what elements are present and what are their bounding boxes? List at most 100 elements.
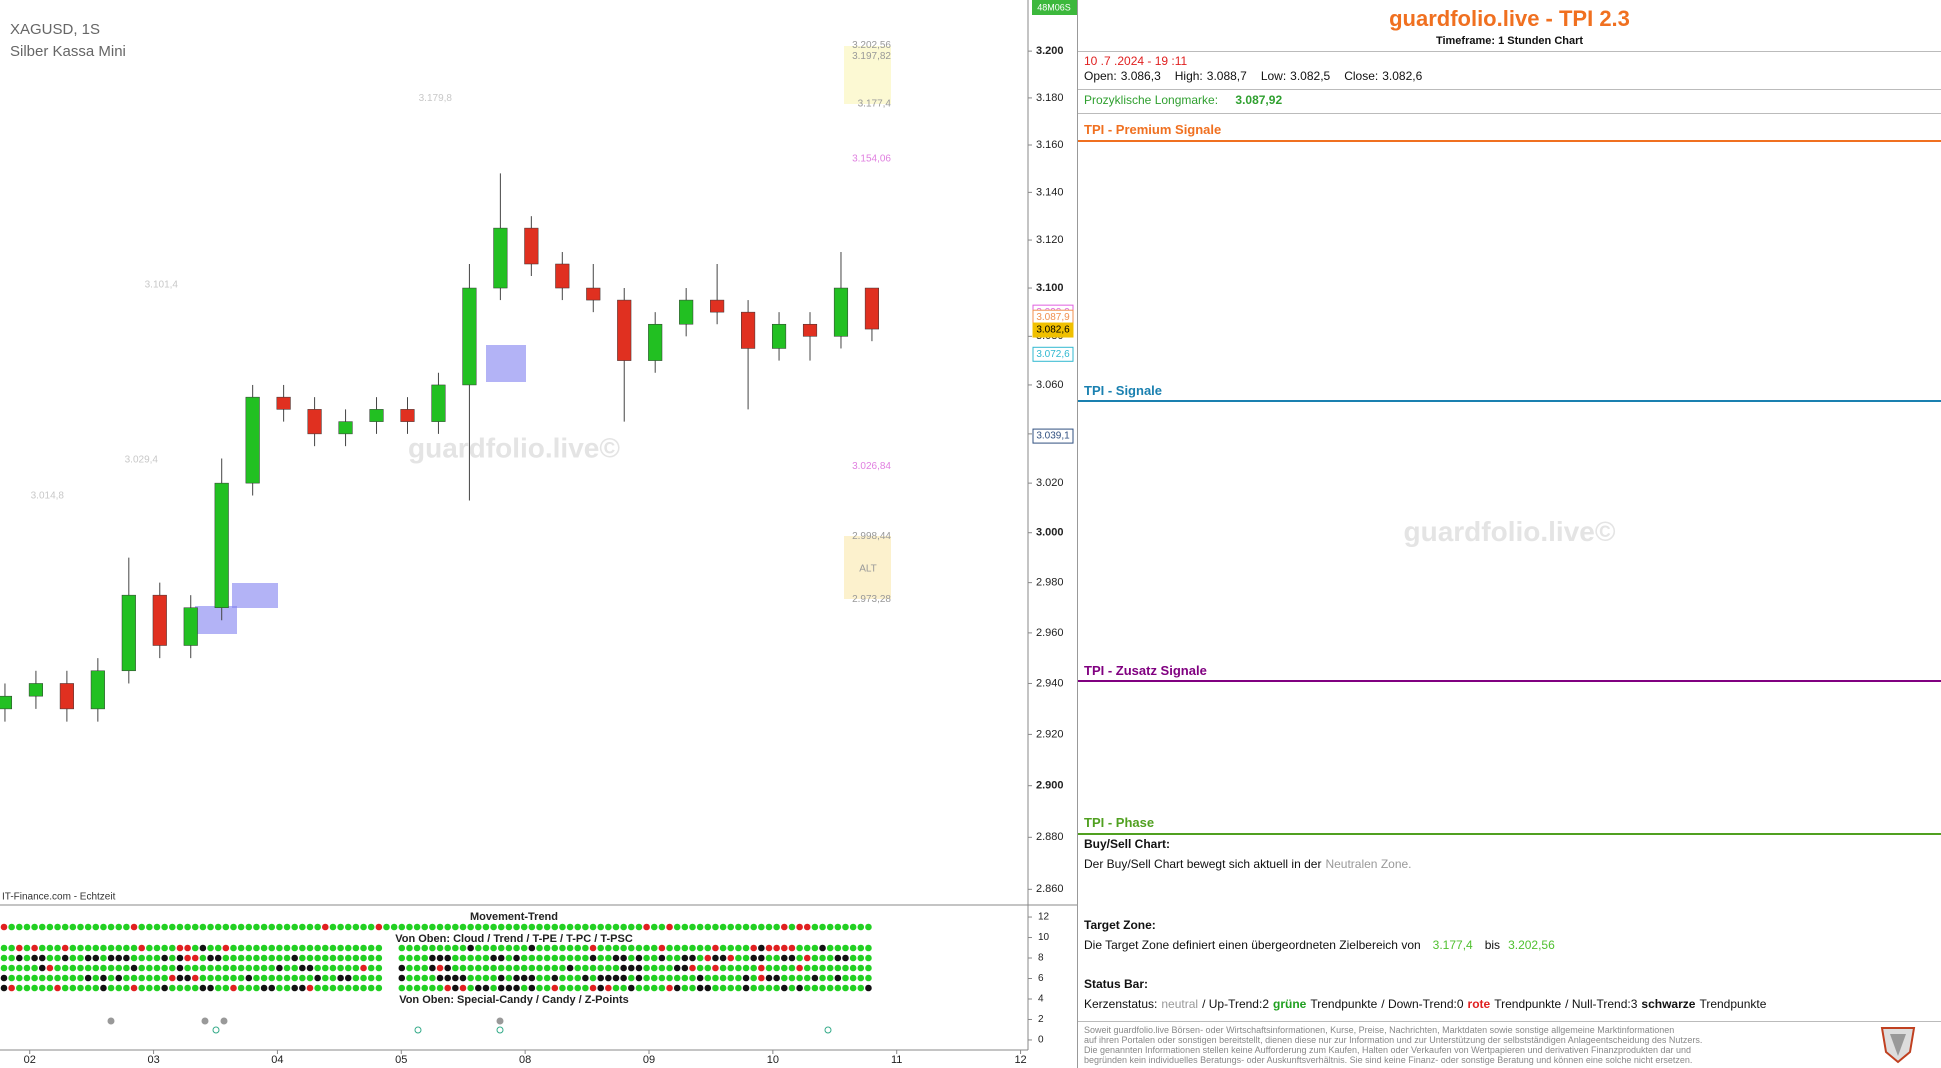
trend-dot	[666, 984, 673, 992]
trend-dot	[92, 944, 100, 952]
trend-dot	[582, 954, 589, 962]
price-tag	[1032, 428, 1074, 444]
trend-dot	[574, 974, 582, 982]
trend-dot	[589, 974, 597, 982]
trend-dot	[176, 974, 184, 982]
candle-body	[679, 299, 694, 325]
target-text: Die Target Zone definiert einen übergeor…	[1084, 938, 1559, 952]
trend-dot	[520, 964, 528, 972]
status-part: / Null-Trend:3	[1565, 997, 1638, 1011]
trend-dot	[15, 974, 23, 982]
trend-dot	[199, 964, 207, 972]
trend-dot	[796, 984, 803, 992]
trend-dot	[758, 923, 765, 931]
trend-dot	[299, 984, 306, 992]
y-tick-label: 3.020	[1036, 477, 1064, 489]
trend-dot	[605, 964, 612, 972]
chart: XAGUSD, 1S Silber Kassa Mini guardfolio.…	[0, 0, 1077, 1066]
trend-dot	[61, 974, 69, 982]
trend-dot	[138, 984, 145, 992]
trend-dot	[459, 923, 467, 931]
status-text: Kerzenstatus: neutral / Up-Trend:2 grüne Tre…	[1084, 997, 1770, 1011]
trend-dot	[543, 954, 551, 962]
trend-dot	[696, 974, 704, 982]
indicator-subtitle: Von Oben: Cloud / Trend / T-PE / T-PC / …	[395, 933, 633, 945]
symbol: XAGUSD, 1S	[10, 21, 100, 38]
trend-dot	[834, 944, 842, 952]
trend-dot	[322, 974, 329, 982]
longmark-value: 3.087,92	[1235, 93, 1283, 107]
trend-dot	[222, 964, 230, 972]
trend-dot	[650, 923, 658, 931]
trend-dot	[857, 944, 865, 952]
trend-dot	[54, 954, 61, 962]
trend-dot	[628, 944, 635, 952]
trend-dot	[605, 944, 612, 952]
trend-dot	[444, 954, 452, 962]
trend-dot	[765, 954, 773, 962]
trend-dot	[475, 964, 482, 972]
trend-dot	[650, 974, 658, 982]
trend-dot	[230, 964, 237, 972]
trend-dot	[459, 944, 467, 952]
price-annotation: 3.026,84	[852, 461, 891, 472]
trend-dot	[23, 923, 31, 931]
trend-dot	[796, 923, 803, 931]
trend-dot	[452, 974, 459, 982]
trend-dot	[811, 954, 819, 962]
trend-dot	[92, 984, 100, 992]
trend-dot	[673, 954, 681, 962]
trend-dot	[696, 923, 704, 931]
y-tick-label: 3.160	[1036, 139, 1064, 151]
trend-dot	[551, 964, 559, 972]
signal-box	[195, 606, 237, 634]
trend-dot	[605, 984, 612, 992]
z-point	[496, 1017, 504, 1025]
ohlc-label: Low:	[1260, 69, 1287, 83]
trend-dot	[191, 954, 199, 962]
trend-dot	[23, 954, 31, 962]
trend-dot	[650, 944, 658, 952]
trend-dot	[628, 964, 635, 972]
trend-dot	[666, 974, 673, 982]
trend-dot	[92, 923, 100, 931]
trend-dot	[597, 964, 604, 972]
trend-dot	[719, 964, 727, 972]
trend-dot	[123, 984, 130, 992]
trend-dot	[704, 923, 712, 931]
trend-dot	[46, 984, 54, 992]
trend-dot	[452, 954, 459, 962]
trend-dot	[735, 923, 742, 931]
trend-dot	[413, 944, 421, 952]
trend-dot	[276, 964, 283, 972]
section-line	[1078, 400, 1941, 402]
trend-dot	[681, 984, 689, 992]
trend-dot	[367, 954, 375, 962]
trend-dot	[681, 923, 689, 931]
trend-dot	[367, 974, 375, 982]
price-tag-label: 3.072,6	[1036, 349, 1070, 360]
y-tick-label: 2.900	[1036, 780, 1064, 792]
trend-dot	[826, 964, 834, 972]
trend-dot	[253, 974, 260, 982]
price-annotation: 3.029,4	[125, 455, 159, 466]
trend-dot	[237, 954, 245, 962]
trend-dot	[367, 923, 375, 931]
trend-dot	[337, 964, 344, 972]
status-part: grüne	[1273, 997, 1307, 1011]
trend-dot	[589, 984, 597, 992]
trend-dot	[543, 974, 551, 982]
trend-dot	[222, 954, 230, 962]
trend-dot	[291, 944, 299, 952]
trend-dot	[169, 974, 176, 982]
trend-dot	[597, 974, 604, 982]
trend-dot	[436, 944, 444, 952]
trend-dot	[406, 923, 413, 931]
trend-dot	[123, 923, 130, 931]
trend-dot	[704, 984, 712, 992]
trend-dot	[69, 984, 77, 992]
trend-dot	[497, 974, 505, 982]
trend-dot	[413, 974, 421, 982]
trend-dot	[475, 923, 482, 931]
y-tick-label: 3.180	[1036, 92, 1064, 104]
